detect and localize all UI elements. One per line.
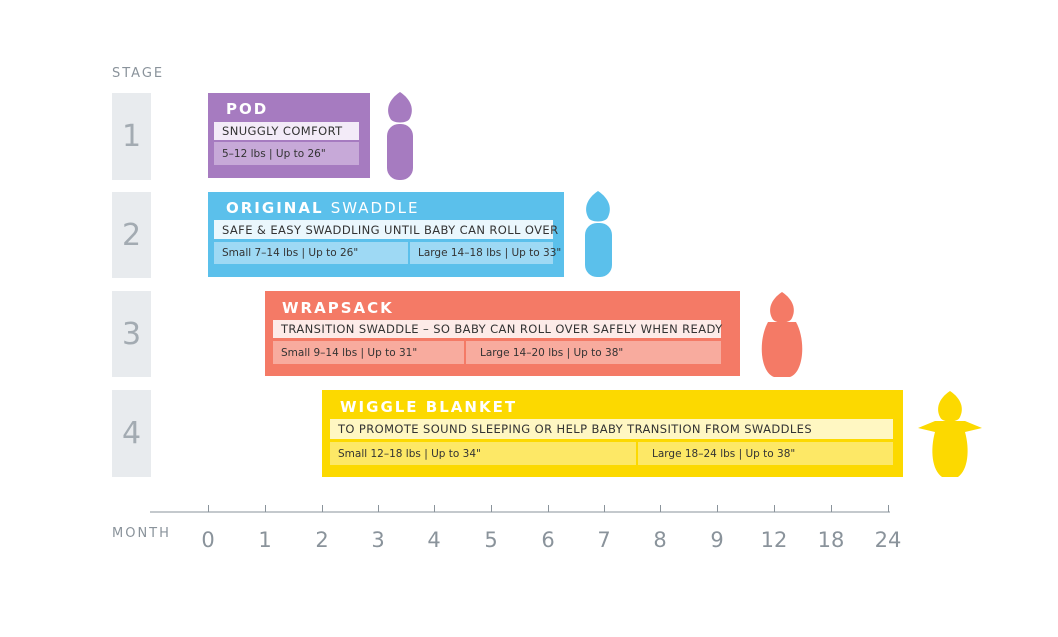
month-tick-label: 0	[201, 528, 215, 552]
product-tagline: SAFE & EASY SWADDLING UNTIL BABY CAN ROL…	[214, 220, 558, 239]
title-word: SWADDLE	[330, 199, 420, 217]
month-tick-label: 5	[484, 528, 498, 552]
month-tick-label: 18	[817, 528, 845, 552]
axis-tick	[548, 505, 549, 512]
baby-icon	[387, 92, 413, 180]
baby-icon	[585, 191, 612, 277]
title-word: ORIGINAL	[226, 199, 324, 217]
month-tick-label: 12	[760, 528, 788, 552]
title-word: POD	[226, 100, 269, 118]
product-size: Small 9–14 lbs | Up to 31"	[273, 341, 464, 364]
month-tick-label: 7	[597, 528, 611, 552]
axis-tick	[491, 505, 492, 512]
axis-tick	[378, 505, 379, 512]
product-size: Small 7–14 lbs | Up to 26"	[214, 242, 408, 264]
axis-tick	[717, 505, 718, 512]
month-tick-label: 3	[371, 528, 385, 552]
title-word: WIGGLE	[340, 398, 419, 416]
product-size: Small 12–18 lbs | Up to 34"	[330, 442, 636, 465]
product-title: ORIGINAL SWADDLE	[226, 199, 419, 217]
month-tick-label: 2	[315, 528, 329, 552]
stage-number: 3	[112, 291, 151, 377]
product-size: 5–12 lbs | Up to 26"	[214, 142, 359, 165]
month-tick-label: 4	[427, 528, 441, 552]
product-size: Large 14–18 lbs | Up to 33"	[410, 242, 561, 264]
baby-icon	[761, 292, 803, 377]
product-tagline: TO PROMOTE SOUND SLEEPING OR HELP BABY T…	[330, 419, 893, 439]
axis-tick	[434, 505, 435, 512]
stage-label: STAGE	[112, 66, 165, 81]
axis-tick	[604, 505, 605, 512]
axis-tick	[208, 505, 209, 512]
month-tick-label: 1	[258, 528, 272, 552]
product-tagline: SNUGGLY COMFORT	[214, 122, 359, 140]
product-title: POD	[226, 100, 268, 118]
title-word: BLANKET	[425, 398, 518, 416]
product-size: Large 14–20 lbs | Up to 38"	[466, 341, 721, 364]
stage-number: 1	[112, 93, 151, 180]
product-title: WIGGLE BLANKET	[340, 398, 517, 416]
product-title: WRAPSACK	[282, 299, 394, 317]
title-word: WRAPSACK	[282, 299, 394, 317]
month-label: MONTH	[112, 526, 171, 541]
stage-number: 2	[112, 192, 151, 278]
axis-tick	[774, 505, 775, 512]
month-tick-label: 8	[653, 528, 667, 552]
baby-icon	[918, 391, 982, 477]
stage-number: 4	[112, 390, 151, 477]
product-tagline: TRANSITION SWADDLE – SO BABY CAN ROLL OV…	[273, 320, 722, 338]
month-tick-label: 6	[541, 528, 555, 552]
axis-tick	[322, 505, 323, 512]
axis-tick	[888, 505, 889, 512]
month-tick-label: 9	[710, 528, 724, 552]
product-size: Large 18–24 lbs | Up to 38"	[638, 442, 893, 465]
month-tick-label: 24	[874, 528, 902, 552]
axis-tick	[660, 505, 661, 512]
axis-tick	[265, 505, 266, 512]
axis-tick	[831, 505, 832, 512]
